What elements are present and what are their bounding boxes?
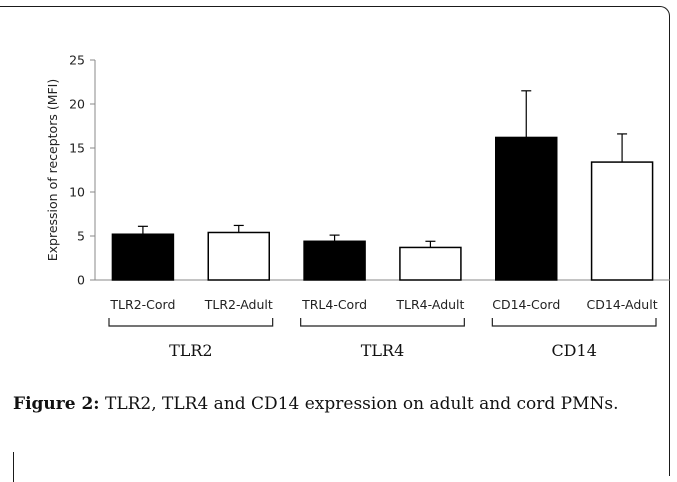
group-label: TLR2 xyxy=(169,341,213,360)
category-label: TRL4-Cord xyxy=(301,297,367,312)
figure-frame xyxy=(0,6,670,476)
group-bracket xyxy=(491,318,657,327)
y-tick-label: 10 xyxy=(69,185,85,200)
bar-cd14-cord xyxy=(495,136,558,281)
frame-left-edge xyxy=(13,452,14,482)
bars xyxy=(111,90,654,281)
group-label: TLR4 xyxy=(361,341,405,360)
bar-trl4-cord xyxy=(303,240,366,281)
bar-tlr4-adult xyxy=(399,246,462,281)
category-label: TLR2-Adult xyxy=(204,297,273,312)
y-tick-label: 5 xyxy=(77,229,85,244)
group-bracket xyxy=(300,318,465,327)
bar-tlr2-cord xyxy=(111,233,175,281)
axes: 0 5 10 15 20 25 xyxy=(69,53,670,288)
figure-caption: Figure 2: TLR2, TLR4 and CD14 expression… xyxy=(13,390,663,418)
group-label: CD14 xyxy=(551,341,596,360)
category-label: TLR2-Cord xyxy=(109,297,175,312)
bar-cd14-adult xyxy=(590,161,654,281)
y-tick-label: 0 xyxy=(77,273,85,288)
caption-text: TLR2, TLR4 and CD14 expression on adult … xyxy=(99,394,619,414)
category-label: CD14-Cord xyxy=(492,297,560,312)
y-tick-label: 25 xyxy=(69,53,85,68)
bar-tlr2-adult xyxy=(207,231,270,281)
y-tick-label: 20 xyxy=(69,97,85,112)
category-label: CD14-Adult xyxy=(587,297,658,312)
y-tick-label: 15 xyxy=(69,141,85,156)
category-label: TLR4-Adult xyxy=(395,297,464,312)
labels: TLR2-Cord TLR2-Adult TRL4-Cord TLR4-Adult CD… xyxy=(108,297,658,360)
y-axis-label: Expression of receptors (MFI) xyxy=(45,79,60,262)
group-bracket xyxy=(108,318,274,327)
caption-label: Figure 2: xyxy=(13,394,100,414)
